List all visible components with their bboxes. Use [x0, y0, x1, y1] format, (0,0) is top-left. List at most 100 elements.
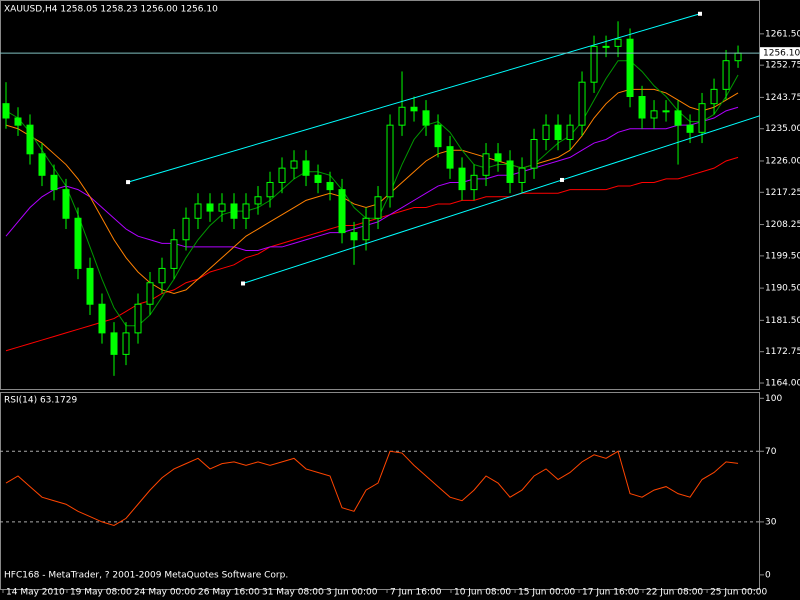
candle-body: [134, 303, 142, 334]
candle-body: [218, 203, 226, 212]
x-tick-label: 3 Jun 00:00: [326, 588, 378, 598]
candle-body: [38, 153, 46, 176]
y-tick-label: 1172.75: [765, 347, 800, 357]
candle-body: [530, 138, 538, 169]
x-tick-label: 17 Jun 16:00: [582, 588, 639, 598]
y-tick-label: 100: [765, 394, 782, 404]
trendline-anchor: [241, 281, 246, 286]
candle-body: [638, 96, 646, 119]
candle-body: [98, 303, 106, 334]
candle-body: [590, 45, 598, 83]
candle-body: [650, 110, 658, 119]
trendline-anchor: [126, 180, 131, 185]
y-tick-label: 1164.00: [765, 379, 800, 389]
rsi-line: [5, 450, 739, 526]
candle-body: [158, 267, 166, 284]
candle-body: [542, 124, 550, 140]
candle-body: [662, 110, 670, 113]
trendline: [242, 115, 761, 284]
candle-body: [146, 282, 154, 305]
moving-average: [5, 106, 739, 252]
trendline: [127, 13, 701, 183]
candle-body: [182, 217, 190, 241]
footer: HFC168 - MetaTrader, ? 2001-2009 MetaQuo…: [4, 571, 288, 581]
candle-body: [242, 203, 250, 219]
candle-body: [506, 160, 514, 183]
candle-body: [194, 203, 202, 219]
main-pane: [0, 0, 760, 390]
candle-body: [302, 160, 310, 176]
moving-average: [5, 88, 739, 295]
candle-body: [326, 181, 334, 191]
candle-body: [458, 167, 466, 191]
chart-title: XAUUSD,H4 1258.05 1258.23 1256.00 1256.1…: [4, 5, 218, 15]
x-tick-label: 26 May 16:00: [198, 588, 260, 598]
y-tick-label: 1261.50: [765, 29, 800, 39]
x-tick-label: 19 May 08:00: [70, 588, 132, 598]
candle-body: [434, 124, 442, 148]
candle-body: [614, 38, 622, 47]
candle-body: [362, 217, 370, 241]
candle-body: [722, 60, 730, 90]
candle-body: [122, 332, 130, 355]
candle-body: [494, 153, 502, 162]
y-tick-label: 1243.75: [765, 93, 800, 103]
y-tick-label: 1181.50: [765, 316, 800, 326]
candle-body: [170, 239, 178, 269]
y-tick-label: 1252.75: [765, 61, 800, 71]
candle-body: [518, 167, 526, 183]
candle-body: [290, 160, 298, 169]
candle-body: [62, 189, 70, 219]
candle-body: [470, 174, 478, 191]
candle-body: [482, 153, 490, 176]
y-tick-label: 1217.25: [765, 188, 800, 198]
candle-body: [734, 52, 742, 62]
y-tick-label: 1208.25: [765, 220, 800, 230]
candle-body: [254, 196, 262, 205]
candle-body: [446, 146, 454, 169]
candle-body: [554, 124, 562, 140]
last-price-box: [760, 47, 800, 60]
candle-body: [386, 124, 394, 198]
candle-body: [50, 174, 58, 191]
y-tick-label: 1190.50: [765, 284, 800, 294]
candle-body: [410, 106, 418, 112]
moving-average: [5, 60, 739, 327]
candle-body: [14, 117, 22, 126]
candle-body: [566, 124, 574, 140]
x-tick-label: 25 Jun 00:00: [710, 588, 767, 598]
candle-body: [374, 196, 382, 219]
y-tick-label: 30: [765, 517, 777, 527]
y-tick-label: 1226.00: [765, 156, 800, 166]
y-tick-label: 1199.50: [765, 251, 800, 261]
y-tick-label: 70: [765, 447, 777, 457]
x-tick-label: 24 May 00:00: [134, 588, 196, 598]
candle-body: [74, 217, 82, 269]
candle-body: [266, 181, 274, 198]
candle-body: [578, 81, 586, 126]
x-tick-label: 22 Jun 08:00: [646, 588, 703, 598]
x-tick-label: 31 May 08:00: [262, 588, 324, 598]
x-tick-label: 14 May 2010: [6, 588, 65, 598]
candle-body: [686, 124, 694, 133]
candle-body: [338, 189, 346, 234]
rsi-title: RSI(14) 63.1729: [4, 396, 77, 406]
candle-body: [698, 103, 706, 133]
candle-body: [314, 174, 322, 183]
y-tick-label: 1235.00: [765, 124, 800, 134]
candle-body: [110, 332, 118, 355]
last-price-label: 1256.10: [763, 49, 800, 59]
candle-body: [674, 110, 682, 126]
candle-body: [26, 124, 34, 155]
trendline-anchor: [559, 177, 564, 182]
candle-body: [710, 88, 718, 105]
trendline-anchor: [697, 11, 702, 16]
moving-average: [5, 156, 739, 352]
candle-body: [206, 203, 214, 212]
x-tick-label: 7 Jun 16:00: [390, 588, 442, 598]
candle-body: [398, 106, 406, 126]
rsi-pane: [0, 392, 760, 590]
candle-body: [626, 38, 634, 98]
